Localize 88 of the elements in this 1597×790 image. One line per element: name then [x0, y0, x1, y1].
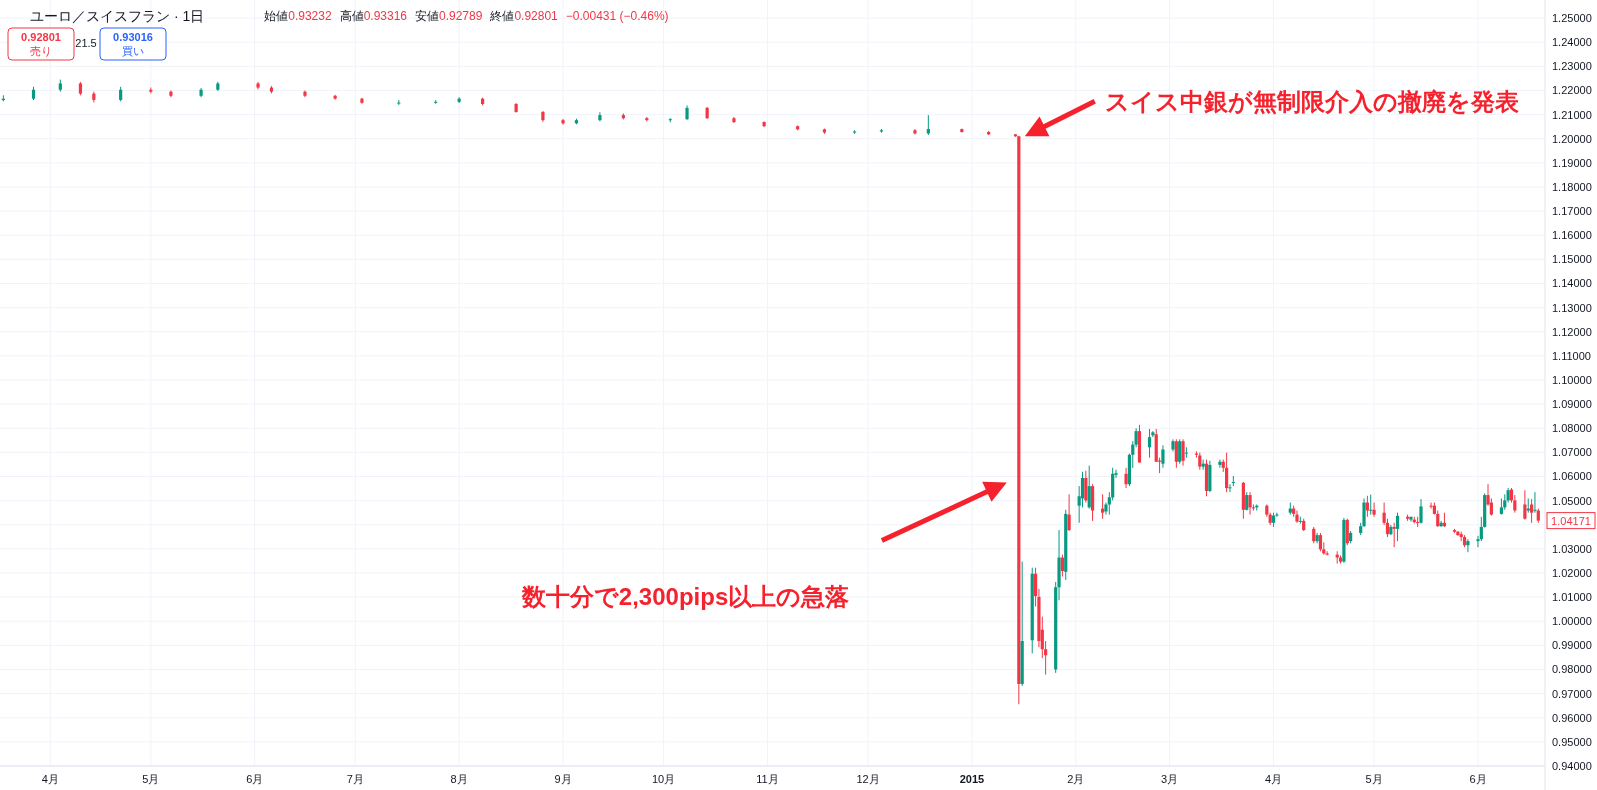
x-tick-label: 12月 [856, 773, 880, 785]
x-tick-label: 4月 [41, 773, 59, 785]
y-tick-label: 1.02000 [1552, 566, 1592, 579]
x-tick-label: 8月 [450, 773, 468, 785]
candlestick [1178, 438, 1182, 465]
candlestick [1419, 498, 1423, 525]
x-tick-label: 5月 [142, 773, 160, 785]
x-tick-label: 2015 [959, 773, 985, 785]
x-tick-label: 4月 [1264, 773, 1283, 785]
y-tick-label: 1.05000 [1552, 494, 1592, 507]
candlestick [1369, 494, 1373, 516]
y-tick-label: 1.20000 [1552, 132, 1592, 145]
annotation: スイス中銀が無制限介入の撤廃を発表 [1104, 88, 1519, 116]
annotation: 21.5 [75, 37, 97, 49]
candlestick [1228, 483, 1232, 493]
y-tick-label: 1.01000 [1552, 591, 1592, 604]
candlestick [1231, 475, 1235, 487]
x-tick-label: 9月 [554, 773, 572, 785]
y-tick-label: 1.16000 [1552, 229, 1592, 242]
candlestick [1225, 452, 1229, 493]
y-tick-label: 1.00000 [1552, 615, 1592, 628]
candlestick [457, 96, 461, 104]
y-tick-label: 0.99000 [1552, 639, 1592, 652]
candlestick [1060, 554, 1064, 578]
candlestick [1181, 438, 1185, 467]
y-tick-label: 0.98000 [1552, 663, 1592, 676]
candlestick [1526, 497, 1530, 514]
y-tick-label: 1.25000 [1552, 12, 1592, 25]
candlestick [561, 118, 565, 126]
y-tick-label: 0.94000 [1552, 760, 1592, 772]
y-tick-label: 1.13000 [1552, 301, 1592, 314]
y-tick-label: 1.09000 [1552, 398, 1592, 411]
candlestick [1245, 491, 1249, 512]
candlestick [1416, 516, 1420, 528]
candlestick [1466, 538, 1470, 553]
x-tick-label: 3月 [1161, 773, 1179, 785]
annotation: 高値0.93316 [339, 9, 408, 23]
x-tick-label: 10月 [651, 773, 676, 785]
y-tick-label: 1.15000 [1552, 253, 1592, 266]
candlestick [1084, 470, 1088, 504]
x-tick-label: 2月 [1067, 773, 1085, 785]
annotation: 安値0.92789 [415, 9, 483, 23]
candlestick [1523, 489, 1527, 521]
candlestick [1067, 493, 1071, 532]
y-tick-label: 1.12000 [1552, 325, 1592, 338]
y-tick-label: 1.19000 [1552, 156, 1592, 169]
y-tick-label: 1.07000 [1552, 446, 1592, 459]
annotation: 数十分で2,300pips以上の急落 [520, 582, 850, 610]
y-tick-label: 1.23000 [1552, 60, 1592, 73]
candlestick [1345, 518, 1349, 546]
annotation: 終値0.92801 [489, 9, 559, 23]
candlestick [1372, 502, 1376, 518]
candlestick [1184, 446, 1188, 459]
candlestick [1124, 467, 1128, 489]
y-tick-label: 1.11000 [1552, 349, 1591, 362]
y-tick-label: 0.97000 [1552, 687, 1592, 700]
annotation: 0.92801 売り [21, 31, 61, 57]
x-tick-label: 11月 [756, 773, 779, 785]
candlestick [1218, 459, 1222, 469]
y-tick-label: 1.06000 [1552, 470, 1592, 483]
y-tick-label: 1.08000 [1552, 422, 1592, 435]
y-tick-label: 1.18000 [1552, 180, 1592, 193]
y-tick-label: 1.03000 [1552, 542, 1592, 555]
y-tick-label: 0.96000 [1552, 711, 1592, 724]
candlestick [1365, 495, 1369, 518]
candlestick [1429, 502, 1433, 510]
y-tick-label: 0.95000 [1552, 735, 1592, 748]
y-tick-label: 1.17000 [1552, 205, 1592, 218]
annotation: −0.00431 (−0.46%) [565, 9, 669, 23]
x-tick-label: 6月 [1469, 773, 1487, 785]
annotation: 1.04171 [1551, 514, 1591, 527]
candlestick [1161, 444, 1165, 469]
x-tick-label: 7月 [346, 773, 364, 785]
y-tick-label: 1.24000 [1552, 36, 1592, 49]
candlestick [1087, 465, 1091, 510]
candlestick [1248, 491, 1252, 516]
text: ユーロ／スイスフラン · 1日 [30, 8, 205, 24]
y-tick-label: 1.10000 [1552, 373, 1592, 386]
candlestick [1395, 512, 1400, 542]
y-tick-label: 1.14000 [1552, 277, 1592, 290]
x-tick-label: 5月 [1365, 773, 1383, 785]
candlestick [1533, 491, 1537, 514]
y-tick-label: 1.21000 [1552, 108, 1592, 121]
x-tick-label: 6月 [246, 773, 264, 785]
y-tick-label: 1.22000 [1552, 84, 1592, 97]
candlestick [1147, 428, 1152, 459]
annotation: 0.93016 買い [113, 31, 153, 57]
annotation: 始値0.93232 [264, 9, 332, 23]
